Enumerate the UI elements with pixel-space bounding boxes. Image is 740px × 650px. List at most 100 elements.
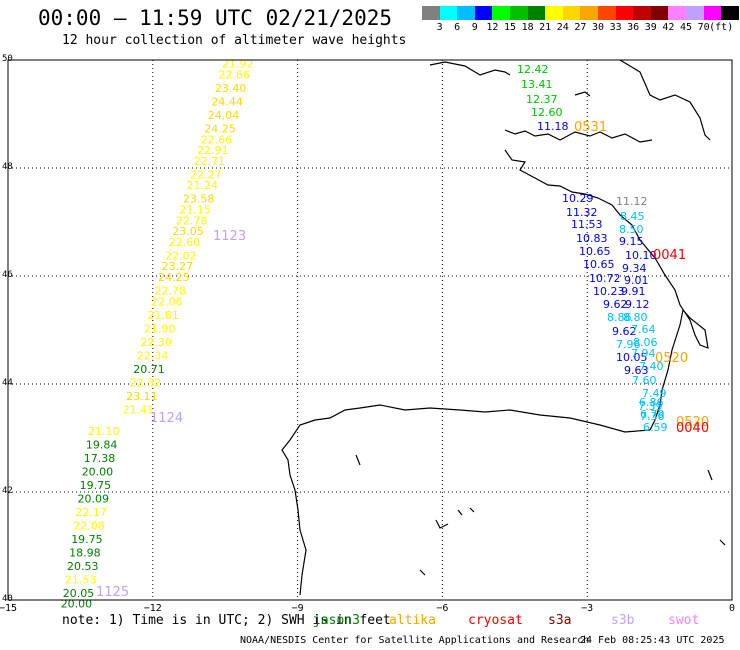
wave-height-value: 7.94 bbox=[631, 347, 656, 360]
wave-height-value: 24.25 bbox=[158, 271, 190, 284]
coastline-spain-interior-5 bbox=[419, 569, 426, 576]
wave-height-value: 9.63 bbox=[624, 364, 649, 377]
wave-height-value: 6.59 bbox=[643, 421, 668, 434]
wave-height-value: 19.75 bbox=[80, 479, 112, 492]
wave-height-value: 20.05 bbox=[63, 587, 95, 600]
wave-height-value: 23.27 bbox=[162, 260, 194, 273]
wave-height-value: 10.65 bbox=[579, 245, 611, 258]
latitude-label: 44 bbox=[2, 378, 13, 388]
legend-note: note: 1) Time is in UTC; 2) SWH is in fe… bbox=[62, 613, 391, 628]
wave-height-value: 7.96 bbox=[616, 338, 641, 351]
color-scale-bar bbox=[422, 6, 739, 20]
wave-height-value: 21.15 bbox=[179, 204, 211, 217]
latitude-label: 50 bbox=[2, 54, 13, 64]
page-title: 00:00 – 11:59 UTC 02/21/2025 bbox=[38, 6, 393, 30]
color-swatch bbox=[703, 6, 722, 20]
wave-height-value: 22.06 bbox=[151, 295, 183, 308]
color-swatch bbox=[562, 6, 581, 20]
wave-height-value: 22.32 bbox=[130, 376, 162, 389]
color-scale-tick: 30 bbox=[591, 22, 605, 33]
color-swatch bbox=[615, 6, 634, 20]
wave-height-value: 20.71 bbox=[133, 363, 165, 376]
wave-height-value: 21.92 bbox=[222, 58, 254, 71]
coastline-brittany-west bbox=[504, 149, 641, 241]
wave-height-value: 22.66 bbox=[218, 69, 250, 82]
wave-height-value: 6.79 bbox=[640, 408, 665, 421]
wave-height-value: 9.62 bbox=[603, 298, 628, 311]
wave-height-value: 10.83 bbox=[576, 232, 608, 245]
coastline-spain-interior-1 bbox=[435, 519, 449, 529]
latitude-label: 46 bbox=[2, 270, 13, 280]
wave-height-value: 10.29 bbox=[562, 192, 594, 205]
color-scale-tick: 27 bbox=[574, 22, 587, 33]
altimeter-tracks: 21.9222.6623.4024.4424.0424.2522.6622.91… bbox=[61, 58, 709, 611]
color-swatch bbox=[439, 6, 458, 20]
coastline-channel-islands bbox=[574, 91, 591, 97]
wave-height-value: 22.02 bbox=[165, 249, 197, 262]
wave-height-value: 23.11 bbox=[126, 390, 157, 403]
latitude-label: 40 bbox=[2, 594, 13, 604]
wave-height-value: 7.39 bbox=[638, 400, 663, 413]
wave-height-value: 8.86 bbox=[607, 311, 632, 324]
wave-height-value: 22.60 bbox=[169, 236, 201, 249]
longitude-label: −6 bbox=[436, 603, 449, 614]
legend-mission-jason3: jason3 bbox=[313, 613, 360, 628]
wave-height-value: 23.58 bbox=[183, 193, 215, 206]
color-swatch bbox=[580, 6, 598, 20]
wave-height-value: 22.78 bbox=[176, 214, 208, 227]
wave-height-value: 13.41 bbox=[521, 78, 553, 91]
wave-height-value: 24.25 bbox=[204, 123, 236, 136]
color-scale-tick: 70 bbox=[697, 22, 710, 33]
color-scale-tick: 21 bbox=[539, 22, 552, 33]
legend-mission-s3a: s3a bbox=[548, 613, 572, 628]
track-label-1125: 1125 bbox=[96, 585, 129, 600]
color-swatch bbox=[492, 6, 510, 20]
wave-height-value: 10.05 bbox=[616, 351, 648, 364]
wave-height-value: 8.50 bbox=[619, 223, 644, 236]
color-swatch bbox=[721, 6, 739, 20]
wave-height-value: 20.00 bbox=[82, 465, 114, 478]
color-scale-tick: 45 bbox=[679, 22, 693, 33]
color-scale-tick: 12 bbox=[486, 22, 499, 33]
longitude-label: −3 bbox=[581, 603, 594, 614]
wave-height-value: 22.17 bbox=[75, 506, 107, 519]
wave-height-value: 11.12 bbox=[616, 195, 648, 208]
wave-height-value: 24.44 bbox=[211, 96, 243, 109]
coastline-spain-interior-6 bbox=[707, 469, 713, 481]
coastline-north-spain bbox=[281, 404, 651, 596]
color-scale-tick: 6 bbox=[454, 22, 461, 33]
longitude-label: −9 bbox=[291, 603, 304, 614]
track-label-0520: 0520 bbox=[655, 351, 688, 366]
wave-height-value: 8.06 bbox=[633, 336, 658, 349]
color-scale-tick: 33 bbox=[609, 22, 622, 33]
wave-height-value: 7.64 bbox=[631, 323, 656, 336]
track-label-0040: 0040 bbox=[676, 421, 709, 436]
wave-height-value: 22.27 bbox=[190, 168, 222, 181]
track-label-0531: 0531 bbox=[574, 120, 607, 135]
track-label-0041: 0041 bbox=[653, 248, 686, 263]
wave-height-value: 8.45 bbox=[620, 210, 645, 223]
color-swatch bbox=[509, 6, 528, 20]
latitude-label: 42 bbox=[2, 486, 13, 496]
coastline-spain-interior-2 bbox=[457, 509, 463, 516]
coastline-biscay-east bbox=[639, 239, 709, 431]
color-swatch bbox=[668, 6, 686, 20]
wave-height-value: 22.08 bbox=[73, 519, 105, 532]
wave-height-value: 21.81 bbox=[147, 309, 179, 322]
wave-height-value: 9.15 bbox=[619, 235, 644, 248]
color-scale-tick: (ft) bbox=[709, 22, 734, 33]
wave-height-value: 24.04 bbox=[208, 109, 240, 122]
page-subtitle: 12 hour collection of altimeter wave hei… bbox=[62, 33, 407, 48]
wave-height-value: 19.75 bbox=[71, 533, 103, 546]
legend-row: note: 1) Time is in UTC; 2) SWH is in fe… bbox=[0, 613, 740, 633]
legend-mission-s3b: s3b bbox=[611, 613, 635, 628]
wave-height-value: 9.91 bbox=[621, 285, 646, 298]
wave-height-value: 10.23 bbox=[593, 285, 625, 298]
wave-height-value: 6.86 bbox=[639, 396, 664, 409]
wave-height-value: 9.01 bbox=[624, 274, 649, 287]
wave-height-value: 9.12 bbox=[625, 298, 650, 311]
color-swatch bbox=[650, 6, 669, 20]
color-swatch bbox=[633, 6, 651, 20]
legend-mission-altika: altika bbox=[389, 613, 436, 628]
